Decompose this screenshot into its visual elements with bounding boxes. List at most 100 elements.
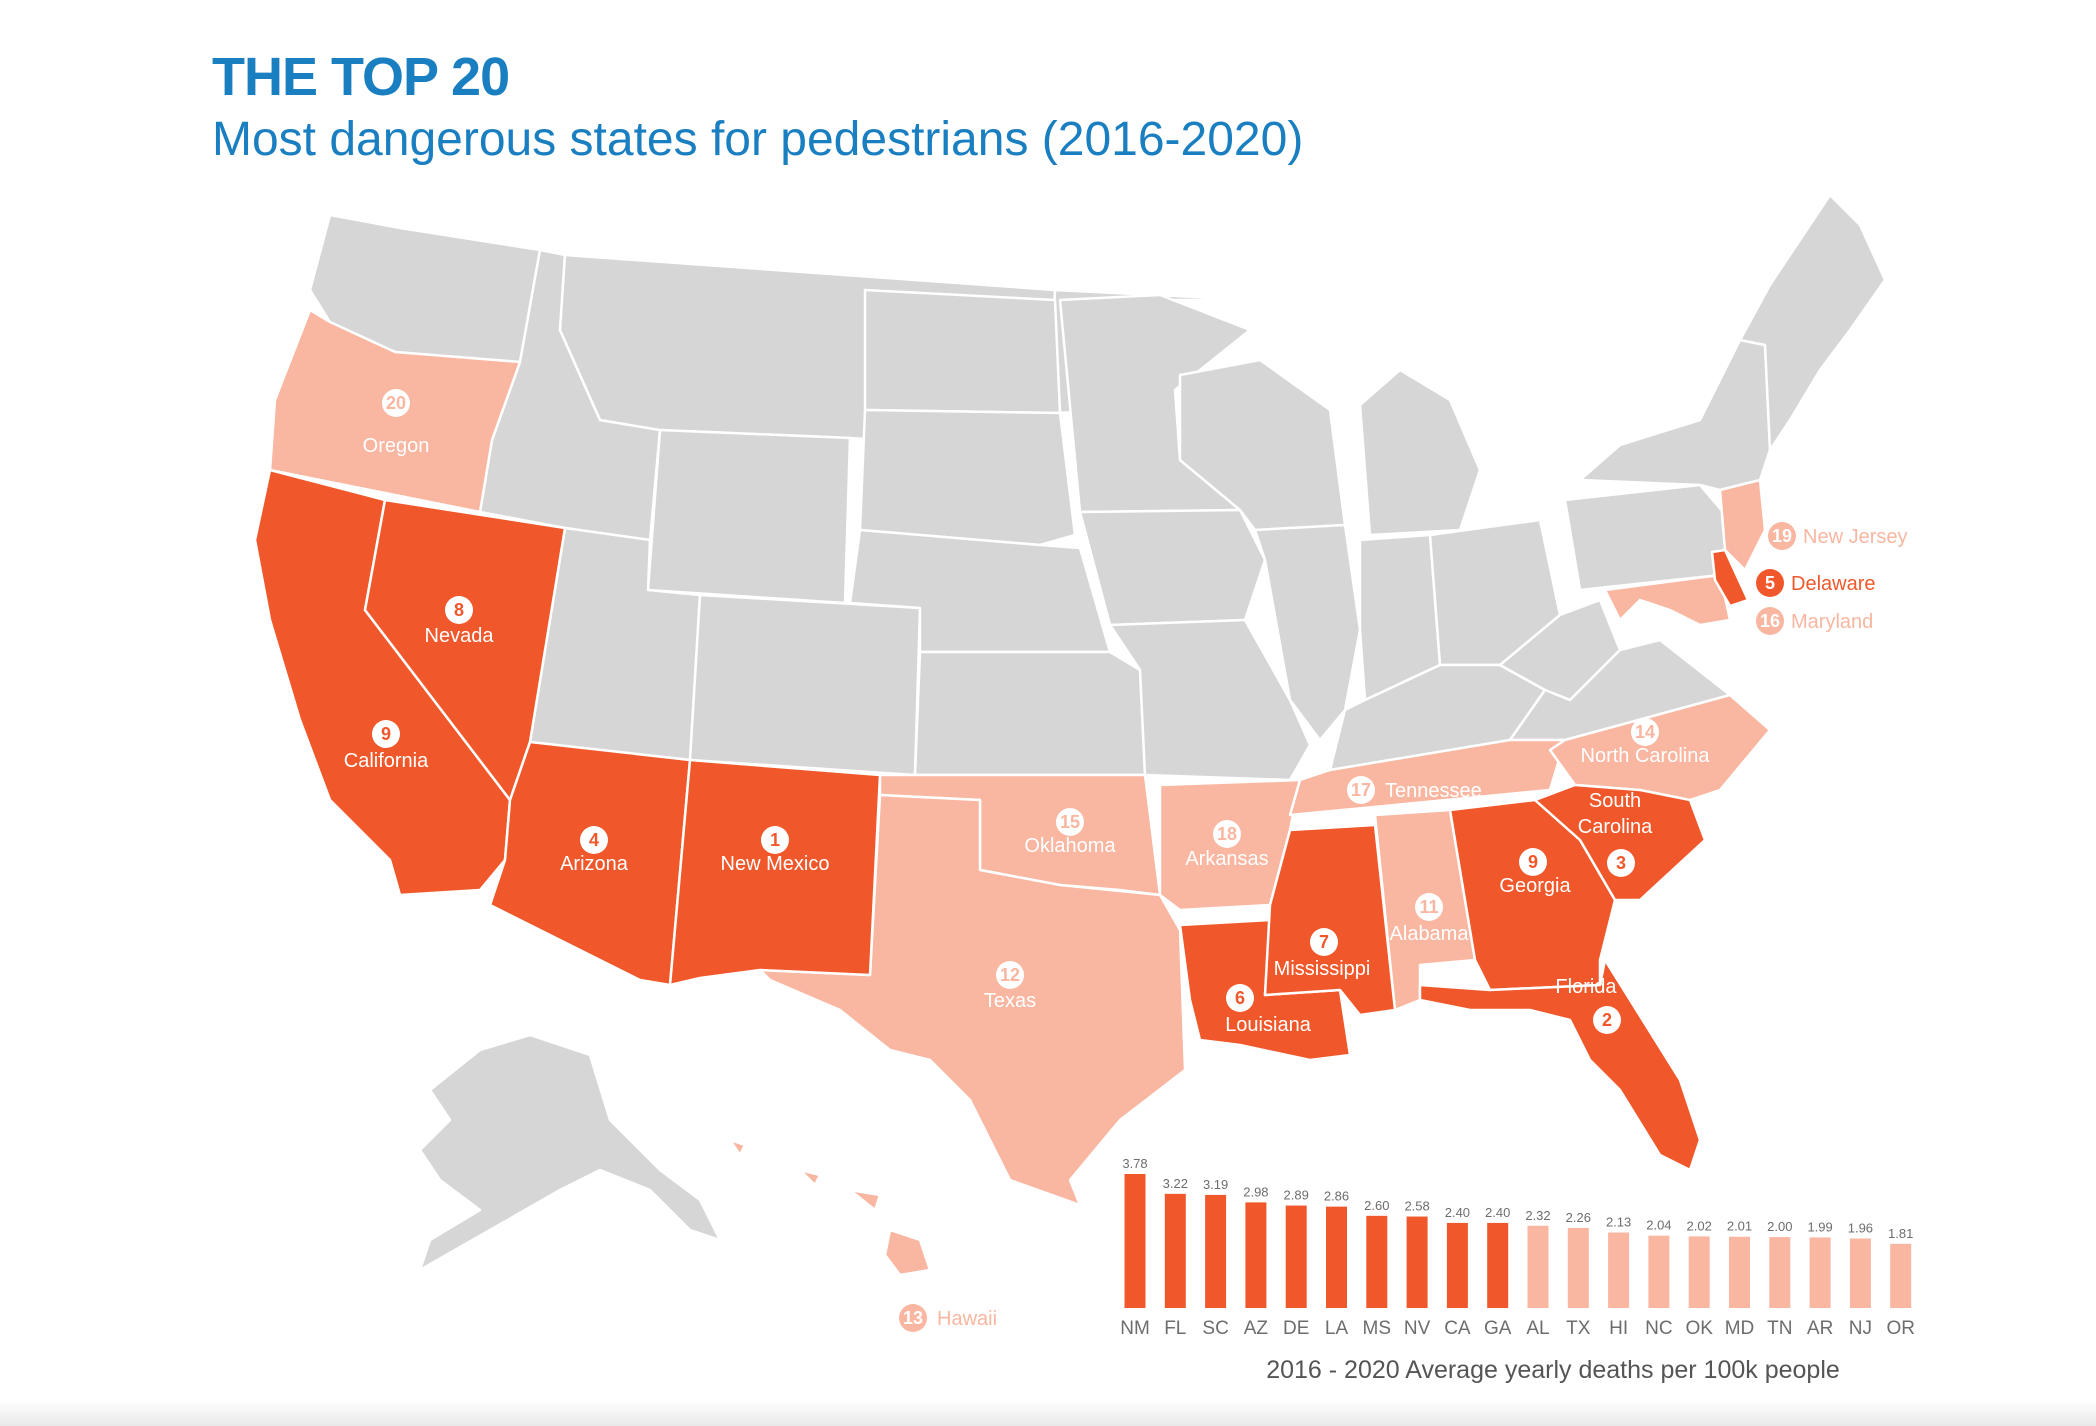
rank-badge	[1415, 893, 1443, 921]
state-new-jersey	[1718, 478, 1767, 572]
bar-value-label: 2.58	[1404, 1199, 1429, 1214]
state-pennsylvania	[1563, 483, 1732, 592]
bar-category-label: AL	[1526, 1318, 1549, 1339]
bar-tn	[1769, 1237, 1791, 1308]
bar-value-label: 2.60	[1364, 1198, 1389, 1213]
rank-badge	[445, 596, 473, 624]
bar-category-label: LA	[1325, 1318, 1349, 1339]
bar-category-label: NV	[1404, 1318, 1431, 1339]
chart-caption: 2016 - 2020 Average yearly deaths per 10…	[1266, 1356, 1840, 1384]
rank-badge	[1347, 776, 1375, 804]
bottom-fade	[0, 1400, 2096, 1426]
rank-marker-new-mexico: 1 New Mexico	[721, 826, 829, 875]
state-illinois	[1253, 523, 1362, 742]
bar-ga	[1487, 1222, 1509, 1308]
map-labels: 1 New Mexico 2 Florida 3 South Carolina 4 Arizon…	[344, 389, 1907, 1332]
bar-or	[1890, 1243, 1912, 1308]
rank-number: 16	[1760, 611, 1780, 631]
rank-marker-maryland: 16 Maryland	[1756, 607, 1873, 635]
rank-badge	[1226, 984, 1254, 1012]
bar-tx	[1567, 1227, 1589, 1308]
page-subtitle: Most dangerous states for pedestrians (2…	[212, 113, 1304, 166]
bar-md	[1729, 1236, 1750, 1308]
rank-marker-arizona: 4 Arizona	[560, 826, 629, 875]
rank-number: 9	[381, 724, 391, 744]
rank-number: 14	[1635, 722, 1655, 742]
state-name-label: Georgia	[1499, 875, 1571, 897]
rank-badge	[382, 389, 410, 417]
rank-badge	[1519, 848, 1547, 876]
rank-badge	[996, 961, 1024, 989]
rank-badge	[1056, 808, 1084, 836]
bar-nm	[1124, 1174, 1146, 1308]
rank-number: 19	[1772, 526, 1792, 546]
state-name-label: North Carolina	[1581, 745, 1711, 767]
rank-number: 13	[903, 1308, 923, 1328]
rank-marker-california: 9 California	[344, 720, 429, 772]
state-new-york	[1578, 338, 1772, 492]
rank-number: 9	[1528, 852, 1538, 872]
bar-category-label: MD	[1725, 1318, 1755, 1339]
bar-category-label: FL	[1164, 1318, 1186, 1339]
rank-badge	[1768, 522, 1796, 550]
state-south-dakota	[858, 408, 1077, 547]
bar-ms	[1366, 1215, 1388, 1308]
bar-category-label: OK	[1685, 1318, 1713, 1339]
bar-value-label: 2.26	[1566, 1210, 1591, 1225]
state-name-label: Oregon	[363, 435, 430, 457]
rank-badge	[1756, 569, 1784, 597]
bar-value-label: 3.78	[1122, 1156, 1147, 1171]
rank-number: 17	[1351, 780, 1371, 800]
bar-ok	[1688, 1236, 1710, 1308]
rank-badge	[899, 1304, 927, 1332]
rank-number: 5	[1765, 573, 1775, 593]
state-north-dakota-main	[863, 288, 1062, 415]
bar-category-label: TN	[1767, 1318, 1792, 1339]
state-name-label: Arkansas	[1185, 848, 1268, 870]
state-name-label: Tennessee	[1385, 780, 1482, 802]
state-iowa	[1078, 508, 1267, 627]
rank-number: 15	[1060, 812, 1080, 832]
state-michigan	[1358, 368, 1482, 537]
rank-marker-nevada: 8 Nevada	[425, 596, 494, 647]
bar-value-label: 2.13	[1606, 1214, 1631, 1229]
bar-value-label: 3.19	[1203, 1177, 1228, 1192]
bar-category-label: NC	[1645, 1318, 1672, 1339]
bar-category-label: SC	[1202, 1318, 1228, 1339]
state-colorado	[688, 593, 922, 777]
rank-number: 20	[386, 393, 406, 413]
state-name-label: New Jersey	[1803, 526, 1907, 548]
rank-marker-texas: 12 Texas	[984, 961, 1036, 1012]
state-new-england	[1738, 193, 1887, 452]
state-name-label: Alabama	[1390, 923, 1470, 945]
state-name-label: Carolina	[1578, 816, 1653, 838]
rank-badge	[1756, 607, 1784, 635]
rank-number: 7	[1319, 932, 1329, 952]
bar-value-label: 2.32	[1525, 1208, 1550, 1223]
rank-number: 1	[770, 830, 780, 850]
bar-ar	[1809, 1237, 1831, 1308]
bar-category-label: CA	[1444, 1318, 1471, 1339]
rank-badge	[372, 720, 400, 748]
state-south-carolina	[1533, 783, 1707, 902]
state-name-label: Hawaii	[937, 1308, 997, 1330]
rank-marker-florida: 2 Florida	[1555, 976, 1621, 1034]
rank-number: 6	[1235, 988, 1245, 1008]
bar-category-label: NJ	[1849, 1318, 1872, 1339]
state-delaware	[1710, 548, 1750, 608]
state-name-label: Mississippi	[1274, 958, 1371, 980]
bar-category-label: DE	[1283, 1318, 1309, 1339]
bar-value-label: 2.40	[1445, 1205, 1470, 1220]
rank-marker-georgia: 9 Georgia	[1499, 848, 1571, 897]
state-name-label: Maryland	[1791, 611, 1873, 633]
bar-category-label: MS	[1363, 1318, 1392, 1339]
rank-badge	[580, 826, 608, 854]
rank-marker-delaware: 5 Delaware	[1756, 569, 1875, 597]
state-name-label: Oklahoma	[1024, 835, 1116, 857]
rank-marker-north-carolina: 14 North Carolina	[1581, 718, 1711, 767]
bar-category-label: AZ	[1244, 1318, 1269, 1339]
state-kansas	[913, 650, 1147, 777]
bar-category-label: HI	[1609, 1318, 1628, 1339]
bar-value-label: 2.01	[1727, 1219, 1752, 1234]
state-new-mexico	[668, 758, 882, 987]
